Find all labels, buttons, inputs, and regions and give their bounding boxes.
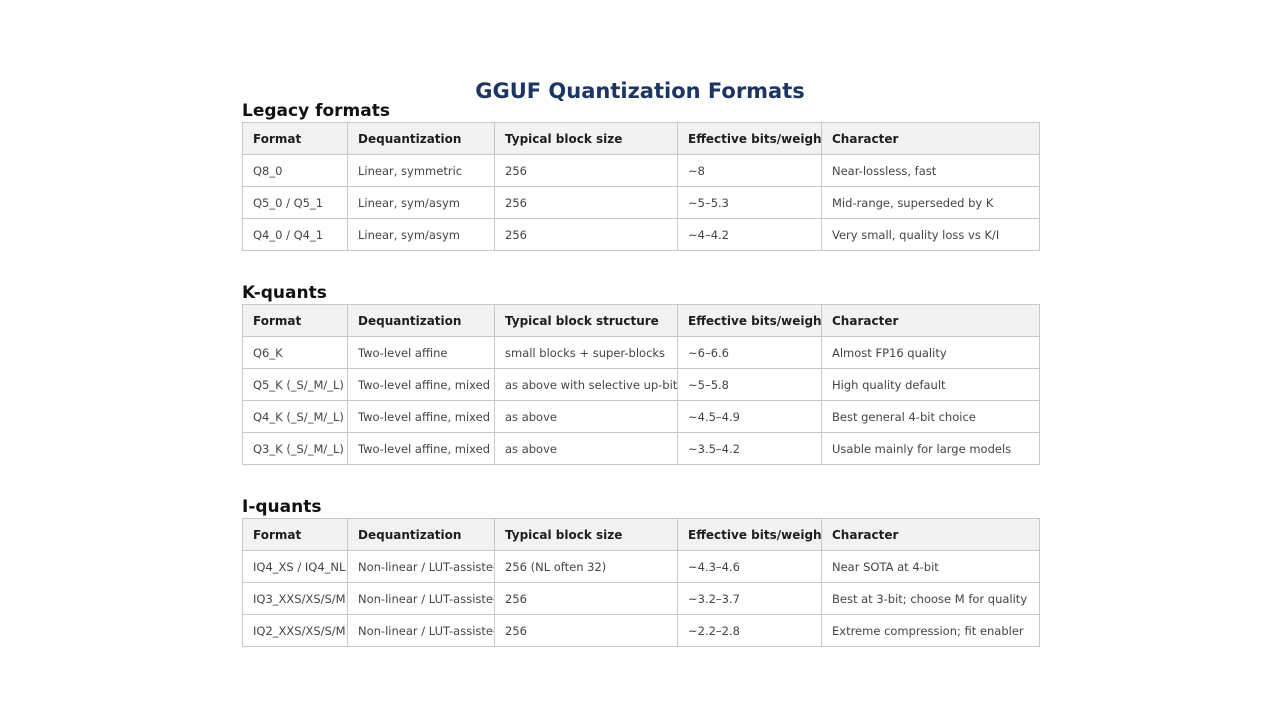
- cell-format: Q3_K (_S/_M/_L): [242, 432, 348, 465]
- cell-dequantization: Two-level affine, mixed: [347, 400, 495, 433]
- column-header-block: Typical block size: [494, 122, 678, 155]
- column-header-block: Typical block size: [494, 518, 678, 551]
- column-header-block: Typical block structure: [494, 304, 678, 337]
- table-row: IQ3_XXS/XS/S/M Non-linear / LUT-assisted 2…: [242, 582, 1040, 615]
- cell-character: Extreme compression; fit enabler: [821, 614, 1040, 647]
- cell-dequantization: Non-linear / LUT-assisted: [347, 550, 495, 583]
- cell-dequantization: Two-level affine, mixed: [347, 368, 495, 401]
- page-title: GGUF Quantization Formats: [475, 79, 805, 103]
- column-header-character: Character: [821, 518, 1040, 551]
- cell-character: Very small, quality loss vs K/I: [821, 218, 1040, 251]
- column-header-bits: Effective bits/weight: [677, 304, 822, 337]
- table-row: IQ2_XXS/XS/S/M Non-linear / LUT-assisted 2…: [242, 614, 1040, 647]
- cell-dequantization: Linear, sym/asym: [347, 186, 495, 219]
- cell-bits: ~4.3–4.6: [677, 550, 822, 583]
- cell-bits: ~5–5.8: [677, 368, 822, 401]
- table-row: Q5_0 / Q5_1 Linear, sym/asym 256 ~5–5.3 Mid-…: [242, 186, 1040, 219]
- cell-format: IQ2_XXS/XS/S/M: [242, 614, 348, 647]
- section-heading: K-quants: [242, 283, 327, 303]
- column-header-format: Format: [242, 518, 348, 551]
- cell-block: 256 (NL often 32): [494, 550, 678, 583]
- cell-character: Usable mainly for large models: [821, 432, 1040, 465]
- cell-bits: ~8: [677, 154, 822, 187]
- quant-table: Format Dequantization Typical block size Ef…: [242, 518, 1040, 647]
- cell-bits: ~5–5.3: [677, 186, 822, 219]
- cell-bits: ~4.5–4.9: [677, 400, 822, 433]
- quant-table: Format Dequantization Typical block size Ef…: [242, 122, 1040, 251]
- column-header-bits: Effective bits/weight: [677, 122, 822, 155]
- cell-block: as above: [494, 400, 678, 433]
- cell-block: 256: [494, 614, 678, 647]
- cell-dequantization: Non-linear / LUT-assisted: [347, 582, 495, 615]
- section-heading: Legacy formats: [242, 101, 390, 121]
- cell-bits: ~4–4.2: [677, 218, 822, 251]
- table-row: Q4_0 / Q4_1 Linear, sym/asym 256 ~4–4.2 Very…: [242, 218, 1040, 251]
- cell-character: Near SOTA at 4-bit: [821, 550, 1040, 583]
- cell-dequantization: Linear, sym/asym: [347, 218, 495, 251]
- column-header-character: Character: [821, 304, 1040, 337]
- section-heading: I-quants: [242, 497, 322, 517]
- table-row: Q4_K (_S/_M/_L) Two-level affine, mixed as…: [242, 400, 1040, 433]
- cell-block: 256: [494, 582, 678, 615]
- cell-dequantization: Two-level affine: [347, 336, 495, 369]
- column-header-dequantization: Dequantization: [347, 304, 495, 337]
- cell-format: IQ3_XXS/XS/S/M: [242, 582, 348, 615]
- cell-format: Q5_K (_S/_M/_L): [242, 368, 348, 401]
- table-row: IQ4_XS / IQ4_NL Non-linear / LUT-assisted…: [242, 550, 1040, 583]
- cell-format: IQ4_XS / IQ4_NL: [242, 550, 348, 583]
- column-header-dequantization: Dequantization: [347, 518, 495, 551]
- table-header-row: Format Dequantization Typical block size Ef…: [242, 122, 1040, 155]
- table-header-row: Format Dequantization Typical block struct…: [242, 304, 1040, 337]
- cell-format: Q4_0 / Q4_1: [242, 218, 348, 251]
- cell-bits: ~2.2–2.8: [677, 614, 822, 647]
- quant-table: Format Dequantization Typical block struct…: [242, 304, 1040, 465]
- table-row: Q8_0 Linear, symmetric 256 ~8 Near-lossless,…: [242, 154, 1040, 187]
- table-row: Q5_K (_S/_M/_L) Two-level affine, mixed as…: [242, 368, 1040, 401]
- cell-character: Best general 4-bit choice: [821, 400, 1040, 433]
- column-header-character: Character: [821, 122, 1040, 155]
- cell-block: as above with selective up-bits: [494, 368, 678, 401]
- cell-block: 256: [494, 154, 678, 187]
- cell-block: as above: [494, 432, 678, 465]
- column-header-format: Format: [242, 304, 348, 337]
- cell-bits: ~3.2–3.7: [677, 582, 822, 615]
- cell-dequantization: Linear, symmetric: [347, 154, 495, 187]
- cell-block: 256: [494, 218, 678, 251]
- cell-format: Q5_0 / Q5_1: [242, 186, 348, 219]
- cell-character: Almost FP16 quality: [821, 336, 1040, 369]
- cell-character: Mid-range, superseded by K: [821, 186, 1040, 219]
- column-header-bits: Effective bits/weight: [677, 518, 822, 551]
- cell-dequantization: Non-linear / LUT-assisted: [347, 614, 495, 647]
- table-row: Q3_K (_S/_M/_L) Two-level affine, mixed as…: [242, 432, 1040, 465]
- cell-format: Q6_K: [242, 336, 348, 369]
- cell-bits: ~3.5–4.2: [677, 432, 822, 465]
- column-header-format: Format: [242, 122, 348, 155]
- column-header-dequantization: Dequantization: [347, 122, 495, 155]
- cell-format: Q8_0: [242, 154, 348, 187]
- cell-character: Near-lossless, fast: [821, 154, 1040, 187]
- cell-format: Q4_K (_S/_M/_L): [242, 400, 348, 433]
- cell-block: 256: [494, 186, 678, 219]
- cell-character: High quality default: [821, 368, 1040, 401]
- table-row: Q6_K Two-level affine small blocks + super…: [242, 336, 1040, 369]
- cell-character: Best at 3-bit; choose M for quality: [821, 582, 1040, 615]
- table-header-row: Format Dequantization Typical block size Ef…: [242, 518, 1040, 551]
- cell-block: small blocks + super-blocks: [494, 336, 678, 369]
- cell-dequantization: Two-level affine, mixed: [347, 432, 495, 465]
- cell-bits: ~6–6.6: [677, 336, 822, 369]
